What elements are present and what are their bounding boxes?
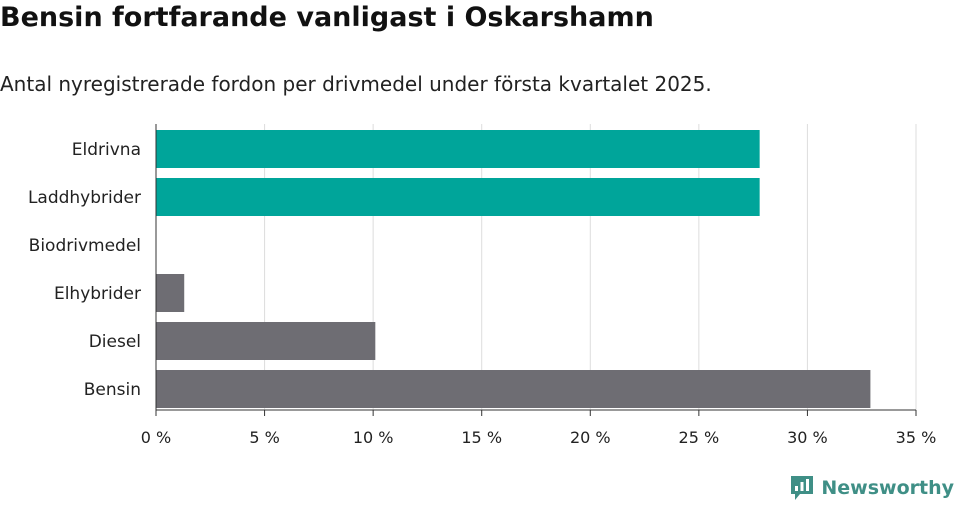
bar-laddhybrider <box>156 178 760 216</box>
x-tick-label: 20 % <box>570 428 611 447</box>
bar-elhybrider <box>156 274 185 312</box>
chart-title: Bensin fortfarande vanligast i Oskarsham… <box>0 2 654 33</box>
bars <box>156 130 871 408</box>
category-label: Eldrivna <box>72 140 141 160</box>
category-label: Biodrivmedel <box>29 236 141 256</box>
category-labels: Eldrivna Laddhybrider Biodrivmedel Elhybrid… <box>28 140 141 400</box>
brand-name: Newsworthy <box>821 477 954 499</box>
x-tick-label: 15 % <box>461 428 502 447</box>
category-label: Bensin <box>84 380 141 400</box>
category-label: Diesel <box>89 332 141 352</box>
bar-bensin <box>156 370 871 408</box>
x-tick-label: 0 % <box>141 428 171 447</box>
category-label: Laddhybrider <box>28 188 141 208</box>
chart-subtitle: Antal nyregistrerade fordon per drivmede… <box>0 72 712 96</box>
x-tick-label: 35 % <box>896 428 937 447</box>
x-tick-label: 30 % <box>787 428 828 447</box>
x-axis: 0 % 5 % 10 % 15 % 20 % 25 % 30 % 35 % <box>141 124 937 447</box>
x-tick-label: 5 % <box>249 428 279 447</box>
x-tick-label: 25 % <box>679 428 720 447</box>
gridlines <box>264 124 917 410</box>
category-label: Elhybrider <box>54 284 141 304</box>
x-tick-label: 10 % <box>353 428 394 447</box>
bar-eldrivna <box>156 130 760 168</box>
brand-logo: Newsworthy <box>789 474 954 502</box>
bar-diesel <box>156 322 376 360</box>
newsworthy-logo-icon <box>791 476 814 500</box>
